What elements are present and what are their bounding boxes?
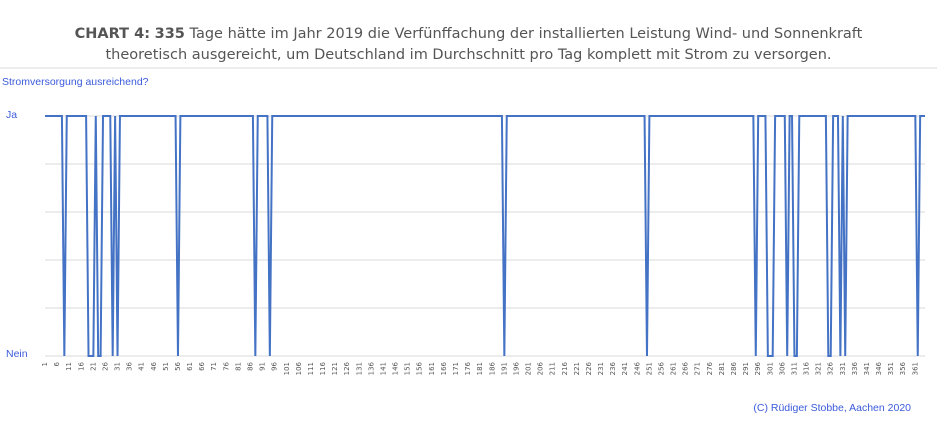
x-tick-label: 286 bbox=[730, 361, 738, 375]
x-tick-label: 251 bbox=[645, 362, 653, 375]
x-tick-label: 36 bbox=[126, 361, 134, 370]
x-tick-label: 271 bbox=[694, 362, 702, 375]
x-tick-label: 296 bbox=[754, 361, 762, 375]
x-tick-label: 181 bbox=[476, 362, 484, 375]
x-tick-label: 141 bbox=[379, 362, 387, 375]
x-tick-label: 96 bbox=[271, 361, 279, 370]
series-line bbox=[45, 115, 925, 357]
x-tick-label: 136 bbox=[367, 361, 375, 375]
x-tick-label: 6 bbox=[53, 361, 61, 366]
x-tick-label: 226 bbox=[585, 361, 593, 375]
x-tick-label: 86 bbox=[246, 361, 254, 370]
copyright-footer: (C) Rüdiger Stobbe, Aachen 2020 bbox=[753, 402, 911, 414]
x-tick-label: 221 bbox=[573, 362, 581, 375]
title-chart-label: CHART 4: bbox=[74, 26, 150, 42]
x-tick-label: 341 bbox=[863, 362, 871, 375]
x-tick-label: 191 bbox=[500, 362, 508, 375]
x-tick-label: 81 bbox=[234, 362, 242, 371]
x-tick-label: 151 bbox=[404, 362, 412, 375]
x-tick-label: 126 bbox=[343, 361, 351, 375]
x-tick-label: 301 bbox=[766, 362, 774, 375]
x-tick-label: 156 bbox=[416, 361, 424, 375]
x-tick-label: 281 bbox=[718, 362, 726, 375]
x-tick-label: 26 bbox=[101, 361, 109, 370]
x-tick-label: 46 bbox=[150, 361, 158, 370]
x-tick-label: 41 bbox=[138, 362, 146, 371]
x-tick-label: 66 bbox=[198, 361, 206, 370]
y-tick-ja: Ja bbox=[6, 109, 18, 121]
x-tick-label: 176 bbox=[464, 361, 472, 375]
x-tick-label: 206 bbox=[537, 361, 545, 375]
x-tick-label: 146 bbox=[392, 361, 400, 375]
x-tick-label: 356 bbox=[899, 361, 907, 375]
x-tick-label: 246 bbox=[633, 361, 641, 375]
x-tick-label: 11 bbox=[65, 362, 73, 371]
x-tick-label: 131 bbox=[355, 362, 363, 375]
x-tick-label: 336 bbox=[851, 361, 859, 375]
x-tick-label: 166 bbox=[440, 361, 448, 375]
x-tick-label: 211 bbox=[549, 362, 557, 375]
x-tick-label: 316 bbox=[803, 361, 811, 375]
x-tick-label: 311 bbox=[790, 362, 798, 375]
x-tick-label: 1 bbox=[41, 362, 49, 366]
x-tick-labels: 1 6 11 16 21 26 31 36 41 46 51 56 61 66 71 76 81 86 91 96 10… bbox=[41, 361, 919, 375]
x-tick-label: 71 bbox=[210, 362, 218, 371]
x-tick-label: 121 bbox=[331, 362, 339, 375]
x-tick-label: 201 bbox=[525, 362, 533, 375]
x-tick-label: 56 bbox=[174, 361, 182, 370]
chart-title: CHART 4: 335 Tage hätte im Jahr 2019 die… bbox=[0, 24, 937, 66]
x-tick-label: 161 bbox=[428, 362, 436, 375]
x-tick-label: 216 bbox=[561, 361, 569, 375]
x-tick-label: 351 bbox=[887, 362, 895, 375]
y-axis-label: Stromversorgung ausreichend? bbox=[2, 76, 149, 88]
x-tick-label: 361 bbox=[911, 362, 919, 375]
title-text-1: Tage hätte im Jahr 2019 die Verfünffachu… bbox=[189, 26, 863, 42]
x-tick-label: 16 bbox=[77, 361, 85, 370]
x-tick-label: 326 bbox=[827, 361, 835, 375]
x-tick-label: 266 bbox=[682, 361, 690, 375]
x-tick-label: 331 bbox=[839, 362, 847, 375]
x-tick-label: 231 bbox=[597, 362, 605, 375]
x-tick-label: 171 bbox=[452, 362, 460, 375]
x-tick-label: 91 bbox=[259, 362, 267, 371]
x-tick-label: 111 bbox=[307, 362, 315, 375]
x-tick-label: 261 bbox=[670, 362, 678, 375]
x-tick-label: 306 bbox=[778, 361, 786, 375]
x-tick-label: 61 bbox=[186, 362, 194, 371]
x-tick-label: 106 bbox=[295, 361, 303, 375]
x-tick-label: 241 bbox=[621, 362, 629, 375]
y-tick-nein: Nein bbox=[6, 348, 28, 360]
x-tick-label: 196 bbox=[512, 361, 520, 375]
title-day-count: 335 bbox=[154, 26, 185, 42]
x-tick-label: 101 bbox=[283, 362, 291, 375]
title-line-1: CHART 4: 335 Tage hätte im Jahr 2019 die… bbox=[0, 24, 937, 45]
x-tick-label: 321 bbox=[815, 362, 823, 375]
x-tick-label: 21 bbox=[89, 362, 97, 371]
x-tick-label: 186 bbox=[488, 361, 496, 375]
x-tick-label: 51 bbox=[162, 362, 170, 371]
x-tick-label: 346 bbox=[875, 361, 883, 375]
x-tick-label: 256 bbox=[657, 361, 665, 375]
x-tick-label: 276 bbox=[706, 361, 714, 375]
x-tick-label: 291 bbox=[742, 362, 750, 375]
x-tick-label: 236 bbox=[609, 361, 617, 375]
x-tick-label: 31 bbox=[114, 362, 122, 371]
title-line-2: theoretisch ausgereicht, um Deutschland … bbox=[105, 47, 832, 63]
x-tick-label: 76 bbox=[222, 361, 230, 370]
x-tick-label: 116 bbox=[319, 361, 327, 375]
